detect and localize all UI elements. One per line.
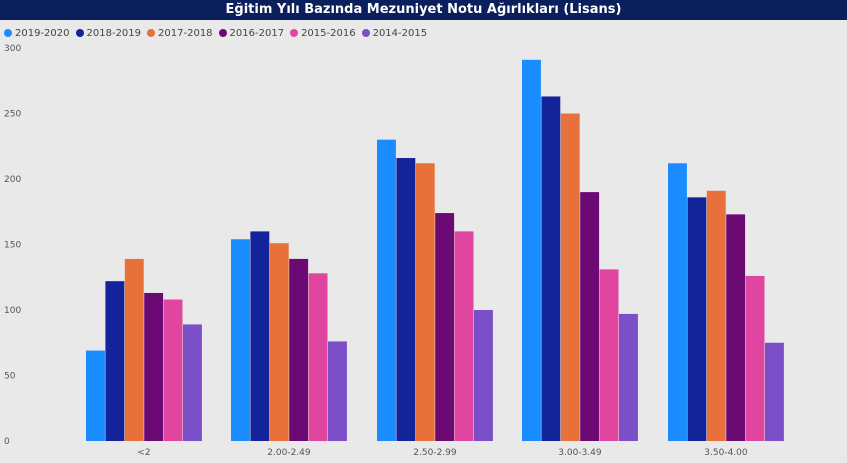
bar[interactable] [144,292,164,441]
y-tick-label: 300 [4,44,21,54]
legend-item[interactable]: 2016-2017 [218,27,285,39]
x-tick-label: <2 [137,448,150,458]
chart-title: Eğitim Yılı Bazında Mezuniyet Notu Ağırl… [0,0,847,20]
bar[interactable] [377,139,396,441]
x-tick-label: 3.50-4.00 [704,448,748,458]
bar[interactable] [668,163,687,441]
bar[interactable] [415,163,435,441]
legend-swatch [75,29,84,37]
chart-legend: 2019-2020 2018-2019 2017-2018 2016-2017 2015… [4,26,427,40]
legend-swatch [4,29,12,37]
legend-label: 2019-2020 [15,27,70,39]
legend-item[interactable]: 2019-2020 [4,28,70,39]
bar[interactable] [435,213,455,441]
bar[interactable] [163,299,183,441]
x-tick-label: 2.00-2.49 [267,448,311,458]
y-tick-label: 250 [4,110,21,120]
legend-label: 2016-2017 [229,27,285,39]
bar[interactable] [328,341,347,441]
x-tick-label: 2.50-2.99 [413,448,457,458]
bar[interactable] [599,269,619,441]
bar[interactable] [541,96,561,441]
legend-label: 2018-2019 [86,27,142,39]
bar[interactable] [269,243,289,441]
y-tick-label: 200 [4,175,21,185]
legend-label: 2017-2018 [158,27,213,39]
bar[interactable] [745,275,765,441]
bar[interactable] [454,231,474,441]
legend-label: 2014-2015 [372,27,428,39]
bar[interactable] [687,197,707,441]
legend-item[interactable]: 2018-2019 [75,27,142,39]
bar[interactable] [619,313,638,441]
bar[interactable] [308,273,328,441]
bar[interactable] [86,350,105,441]
x-tick-label: 3.00-3.49 [558,448,602,458]
bar[interactable] [289,258,309,441]
legend-item[interactable]: 2017-2018 [147,28,213,39]
bar[interactable] [250,231,270,441]
legend-item[interactable]: 2014-2015 [361,27,428,39]
bar[interactable] [396,158,416,442]
bar[interactable] [231,239,250,441]
legend-item[interactable]: 2015-2016 [290,28,356,39]
bar[interactable] [765,342,784,441]
y-tick-label: 100 [4,306,21,316]
bar[interactable] [522,59,541,441]
legend-swatch [361,29,370,37]
bar[interactable] [474,310,493,441]
bar[interactable] [183,324,202,441]
y-tick-label: 0 [4,437,10,447]
legend-swatch [218,29,227,37]
legend-swatch [147,29,156,37]
y-tick-label: 150 [4,241,21,251]
bar[interactable] [580,192,600,441]
bar[interactable] [124,258,144,441]
legend-swatch [290,29,299,37]
bar[interactable] [706,190,726,441]
bar[interactable] [560,113,580,442]
y-tick-label: 50 [4,372,16,382]
bar[interactable] [726,214,746,441]
legend-label: 2015-2016 [301,27,356,39]
bar[interactable] [105,281,125,441]
